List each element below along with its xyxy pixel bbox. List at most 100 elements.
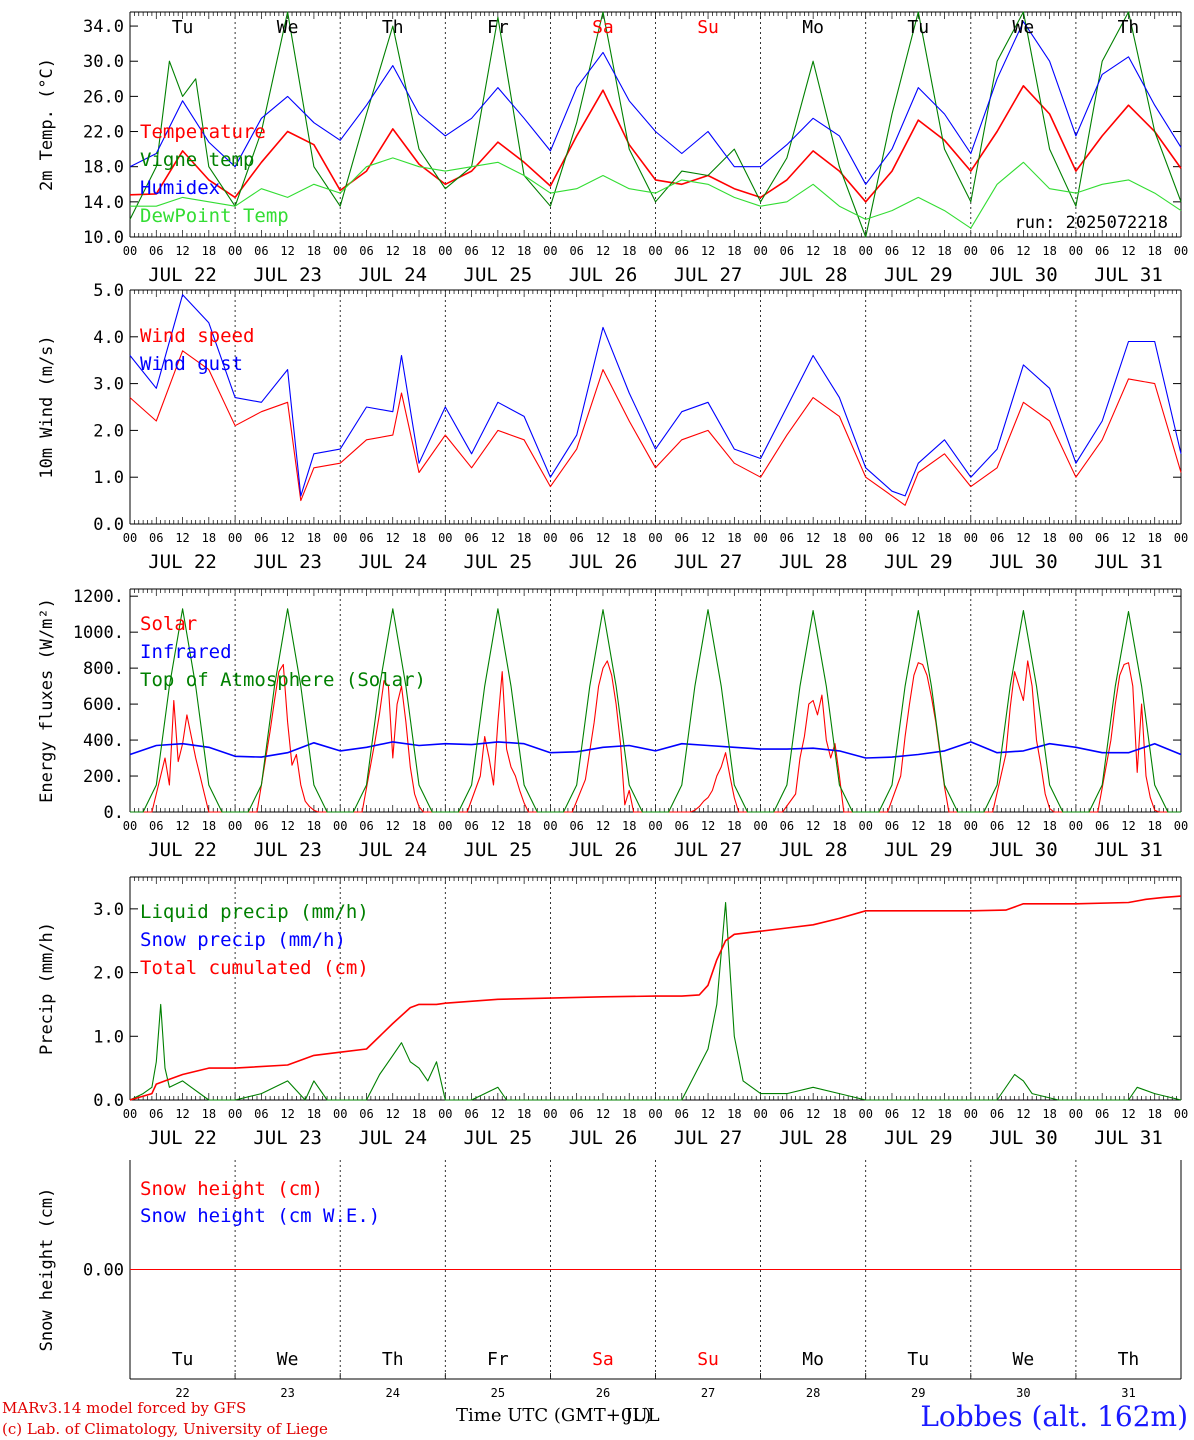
hour-tick-label: 00 <box>858 531 872 545</box>
weekday-label: We <box>1013 17 1035 38</box>
series-line <box>130 608 1181 813</box>
hour-tick-label: 06 <box>464 244 478 258</box>
day-number-label: 22 <box>175 1386 189 1400</box>
legend-entry: Snow precip (mm/h) <box>140 929 346 951</box>
date-label: JUL 23 <box>253 1127 322 1149</box>
day-number-label: 26 <box>596 1386 610 1400</box>
date-label: JUL 31 <box>1094 551 1163 573</box>
y-tick-label: 5.0 <box>93 281 124 301</box>
hour-tick-label: 00 <box>858 244 872 258</box>
hour-tick-label: 12 <box>806 244 820 258</box>
date-label: JUL 27 <box>674 264 743 286</box>
legend-entry: Wind gust <box>140 353 243 375</box>
hour-tick-label: 12 <box>491 819 505 833</box>
hour-tick-label: 00 <box>228 1107 242 1121</box>
weekday-label: Tu <box>172 1349 194 1370</box>
hour-tick-label: 12 <box>1016 531 1030 545</box>
hour-tick-label: 18 <box>832 531 846 545</box>
hour-tick-label: 06 <box>254 1107 268 1121</box>
y-tick-label: 30.0 <box>83 52 124 72</box>
hour-tick-label: 18 <box>622 531 636 545</box>
hour-tick-label: 00 <box>858 1107 872 1121</box>
legend-entry: Snow height (cm W.E.) <box>140 1205 380 1227</box>
hour-tick-label: 12 <box>806 819 820 833</box>
legend-entry: DewPoint Temp <box>140 205 289 227</box>
y-axis-title: 2m Temp. (°C) <box>37 58 57 191</box>
hour-tick-label: 06 <box>149 1107 163 1121</box>
hour-tick-label: 00 <box>543 531 557 545</box>
series-line <box>129 21 1182 185</box>
hour-tick-label: 18 <box>937 1107 951 1121</box>
y-tick-label: 34.0 <box>83 17 124 37</box>
weekday-label: We <box>1013 1349 1035 1370</box>
hour-tick-label: 18 <box>202 1107 216 1121</box>
weekday-label: Sa <box>592 17 614 38</box>
date-label: JUL 24 <box>358 1127 427 1149</box>
hour-tick-label: 00 <box>964 244 978 258</box>
date-label: JUL 24 <box>358 839 427 861</box>
hour-tick-label: 12 <box>911 531 925 545</box>
y-tick-label: 0.0 <box>93 515 124 535</box>
day-number-label: 29 <box>911 1386 925 1400</box>
weekday-label: We <box>277 17 299 38</box>
hour-tick-label: 06 <box>149 531 163 545</box>
date-label: JUL 23 <box>253 839 322 861</box>
hour-tick-label: 12 <box>175 244 189 258</box>
hour-tick-label: 00 <box>438 1107 452 1121</box>
hour-tick-label: 06 <box>885 1107 899 1121</box>
hour-tick-label: 18 <box>727 1107 741 1121</box>
hour-tick-label: 00 <box>438 244 452 258</box>
series-line <box>130 157 1182 229</box>
hour-tick-label: 06 <box>569 819 583 833</box>
hour-tick-label: 12 <box>280 819 294 833</box>
date-label: JUL 29 <box>884 839 953 861</box>
hour-tick-label: 06 <box>569 244 583 258</box>
hour-tick-label: 18 <box>517 531 531 545</box>
legend-entry: Humidex <box>140 177 220 199</box>
y-tick-label: 1200. <box>73 587 124 607</box>
date-label: JUL 27 <box>674 839 743 861</box>
weekday-label: Mo <box>802 1349 824 1370</box>
hour-tick-label: 18 <box>727 244 741 258</box>
date-label: JUL 30 <box>989 264 1058 286</box>
hour-tick-label: 18 <box>622 1107 636 1121</box>
hour-tick-label: 18 <box>1042 819 1056 833</box>
hour-tick-label: 00 <box>228 819 242 833</box>
y-tick-label: 4.0 <box>93 328 124 348</box>
legend-entry: Wind speed <box>140 325 254 347</box>
hour-tick-label: 12 <box>701 819 715 833</box>
weekday-label: Su <box>697 1349 719 1370</box>
hour-tick-label: 06 <box>990 819 1004 833</box>
hour-tick-label: 06 <box>885 244 899 258</box>
hour-tick-label: 12 <box>701 244 715 258</box>
hour-tick-label: 18 <box>622 819 636 833</box>
hour-tick-label: 12 <box>1121 531 1135 545</box>
hour-tick-label: 12 <box>596 244 610 258</box>
day-number-label: 31 <box>1121 1386 1135 1400</box>
hour-tick-label: 12 <box>1121 1107 1135 1121</box>
weekday-label: Th <box>382 1349 404 1370</box>
date-label: JUL 23 <box>253 551 322 573</box>
legend-entry: Temperature <box>140 121 266 143</box>
hour-tick-label: 12 <box>1121 819 1135 833</box>
hour-tick-label: 18 <box>1147 1107 1161 1121</box>
hour-tick-label: 06 <box>1095 244 1109 258</box>
hour-tick-label: 06 <box>1095 819 1109 833</box>
hour-tick-label: 06 <box>990 244 1004 258</box>
hour-tick-label: 18 <box>937 819 951 833</box>
lab-credit: (c) Lab. of Climatology, University of L… <box>2 1420 328 1438</box>
y-axis-title: Energy fluxes (W/m²) <box>37 598 57 803</box>
hour-tick-label: 00 <box>648 1107 662 1121</box>
hour-tick-label: 06 <box>675 531 689 545</box>
date-label: JUL 30 <box>989 1127 1058 1149</box>
date-label: JUL 24 <box>358 551 427 573</box>
weekday-label: Th <box>1118 1349 1140 1370</box>
hour-tick-label: 06 <box>885 819 899 833</box>
hour-tick-label: 18 <box>832 819 846 833</box>
hour-tick-label: 12 <box>280 531 294 545</box>
hour-tick-label: 00 <box>438 531 452 545</box>
hour-tick-label: 18 <box>937 531 951 545</box>
hour-tick-label: 06 <box>780 1107 794 1121</box>
date-label: JUL 27 <box>674 1127 743 1149</box>
hour-tick-label: 06 <box>464 1107 478 1121</box>
